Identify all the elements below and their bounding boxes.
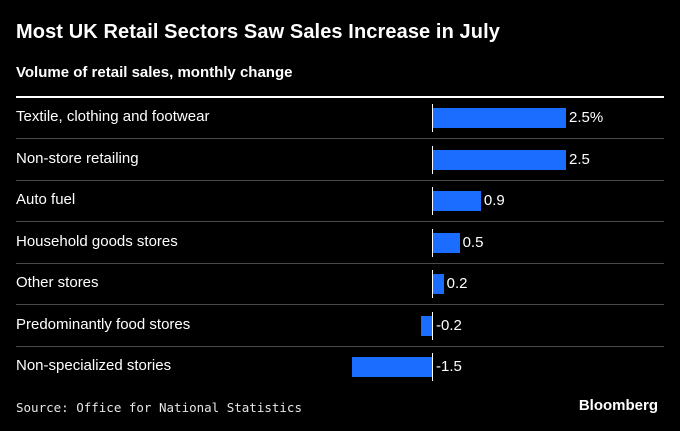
category-label: Auto fuel — [16, 191, 76, 208]
category-label: Other stores — [16, 274, 99, 291]
zero-axis-tick — [432, 187, 433, 215]
value-label: -1.5 — [436, 358, 462, 375]
source-note: Source: Office for National Statistics — [16, 400, 302, 415]
bar — [433, 108, 566, 128]
bar — [433, 274, 444, 294]
bar — [433, 149, 566, 170]
zero-axis-tick — [432, 353, 433, 381]
zero-axis-tick — [432, 311, 433, 340]
value-label: 0.2 — [446, 275, 468, 292]
chart-subtitle: Volume of retail sales, monthly change — [16, 64, 293, 81]
zero-axis-tick — [432, 270, 433, 298]
zero-axis-tick — [432, 228, 433, 257]
bar-row: Textile, clothing and footwear — [16, 98, 664, 139]
value-label: 0.5 — [462, 233, 484, 251]
bar-row: Other stores — [16, 264, 664, 305]
category-label: Predominantly food stores — [16, 315, 191, 333]
bar-row: Household goods stores — [16, 223, 664, 264]
value-label: 2.5 — [569, 150, 590, 168]
bar-row: Non-store retailing — [16, 140, 664, 181]
category-label: Non-store retailing — [16, 149, 139, 167]
zero-axis-tick — [432, 145, 433, 174]
bar-row: Auto fuel — [16, 181, 664, 222]
value-label: 0.9 — [483, 192, 505, 209]
zero-axis-tick — [432, 104, 433, 132]
header-rule — [16, 96, 664, 98]
bar — [421, 315, 432, 336]
chart-title: Most UK Retail Sectors Saw Sales Increas… — [16, 21, 500, 43]
bar — [433, 232, 460, 253]
bloomberg-logo: Bloomberg — [578, 397, 658, 414]
value-label: -0.2 — [436, 316, 462, 334]
bar — [433, 191, 481, 211]
bar-row: Predominantly food stores — [16, 306, 664, 347]
category-label: Non-specialized stories — [16, 357, 172, 374]
category-label: Textile, clothing and footwear — [16, 108, 210, 125]
bar-row: Non-specialized stories — [16, 347, 664, 388]
bar — [352, 357, 432, 377]
category-label: Household goods stores — [16, 232, 178, 250]
value-label: 2.5% — [569, 109, 604, 126]
